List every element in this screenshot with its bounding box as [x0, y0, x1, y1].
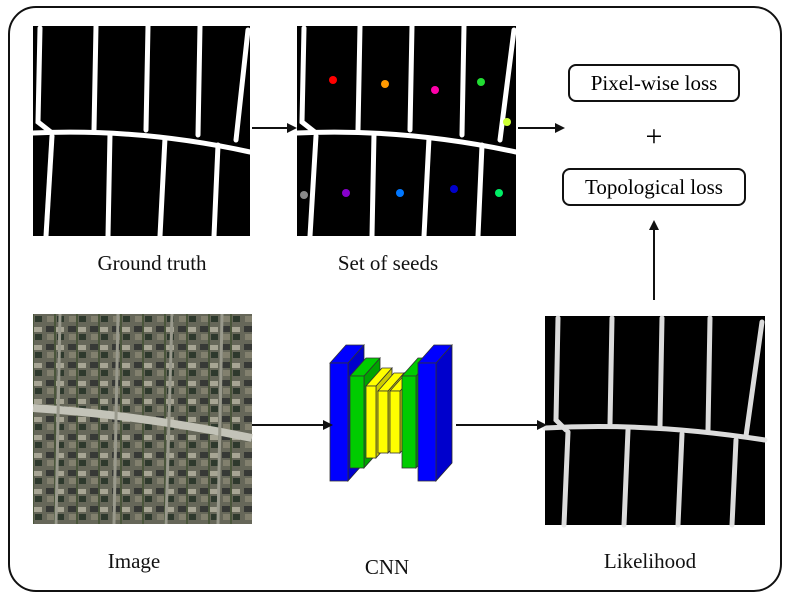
likelihood-label: Likelihood [603, 549, 697, 573]
seeds-image [294, 23, 519, 239]
seed-points [300, 76, 511, 199]
topological-loss-box: Topological loss [562, 168, 746, 206]
cnn-label: CNN [364, 555, 410, 579]
pixel-wise-loss-box: Pixel-wise loss [568, 64, 740, 102]
pixel-wise-loss-label: Pixel-wise loss [590, 71, 718, 95]
likelihood-image [542, 315, 768, 528]
ground-truth-image [30, 23, 253, 239]
seed-point [495, 189, 503, 197]
ground-truth-label: Ground truth [97, 251, 207, 275]
topological-loss-label: Topological loss [585, 175, 723, 199]
cnn-diagram [329, 343, 453, 483]
seed-point [477, 78, 485, 86]
aerial-image [32, 313, 253, 525]
seed-point [300, 191, 308, 199]
seed-point [503, 118, 511, 126]
seed-point [396, 189, 404, 197]
seed-point [450, 185, 458, 193]
seed-point [342, 189, 350, 197]
image-label: Image [107, 549, 161, 573]
seed-point [381, 80, 389, 88]
outer-frame [8, 6, 782, 592]
seed-point [431, 86, 439, 94]
plus-sign: + [645, 120, 663, 153]
seed-point [329, 76, 337, 84]
cnn-layer-outer [417, 343, 453, 483]
set-of-seeds-label: Set of seeds [337, 251, 439, 275]
